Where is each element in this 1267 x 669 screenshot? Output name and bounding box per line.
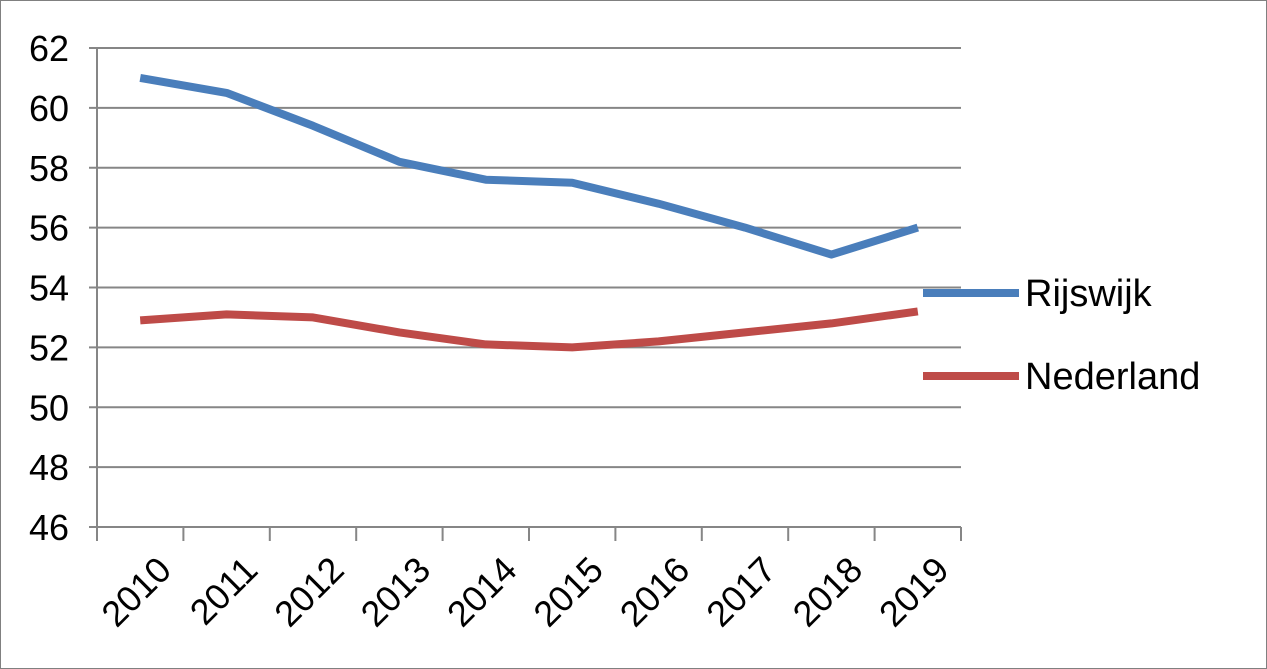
legend-label: Rijswijk <box>1025 273 1153 315</box>
y-axis-ticks: 46 48 50 52 54 56 58 60 62 <box>29 28 97 548</box>
y-tick-label: 60 <box>29 88 69 129</box>
y-tick-label: 56 <box>29 208 69 249</box>
x-tick-label: 2013 <box>353 549 439 635</box>
x-tick-label: 2010 <box>93 549 179 635</box>
x-tick-label: 2015 <box>525 549 611 635</box>
x-tick-label: 2017 <box>698 549 784 635</box>
y-tick-label: 52 <box>29 327 69 368</box>
x-tick-label: 2018 <box>785 549 871 635</box>
legend-label: Nederland <box>1025 356 1200 398</box>
x-tick-label: 2019 <box>871 549 957 635</box>
legend: Rijswijk Nederland <box>923 273 1200 398</box>
x-tick-label: 2016 <box>612 549 698 635</box>
y-tick-label: 54 <box>29 268 69 309</box>
series-line-nederland <box>139 307 919 352</box>
x-tick-label: 2014 <box>439 549 525 635</box>
x-tick-label: 2012 <box>266 549 352 635</box>
x-tick-label: 2011 <box>182 549 266 633</box>
y-tick-label: 46 <box>29 507 69 548</box>
y-tick-label: 58 <box>29 148 69 189</box>
y-tick-label: 50 <box>29 387 69 428</box>
x-axis-ticks: 2010 2011 2012 2013 2014 2015 2016 2017 2018 2019 <box>93 527 962 635</box>
series-lines <box>139 73 919 352</box>
series-line-rijswijk <box>139 73 919 259</box>
y-tick-label: 62 <box>29 28 69 69</box>
y-tick-label: 48 <box>29 447 69 488</box>
